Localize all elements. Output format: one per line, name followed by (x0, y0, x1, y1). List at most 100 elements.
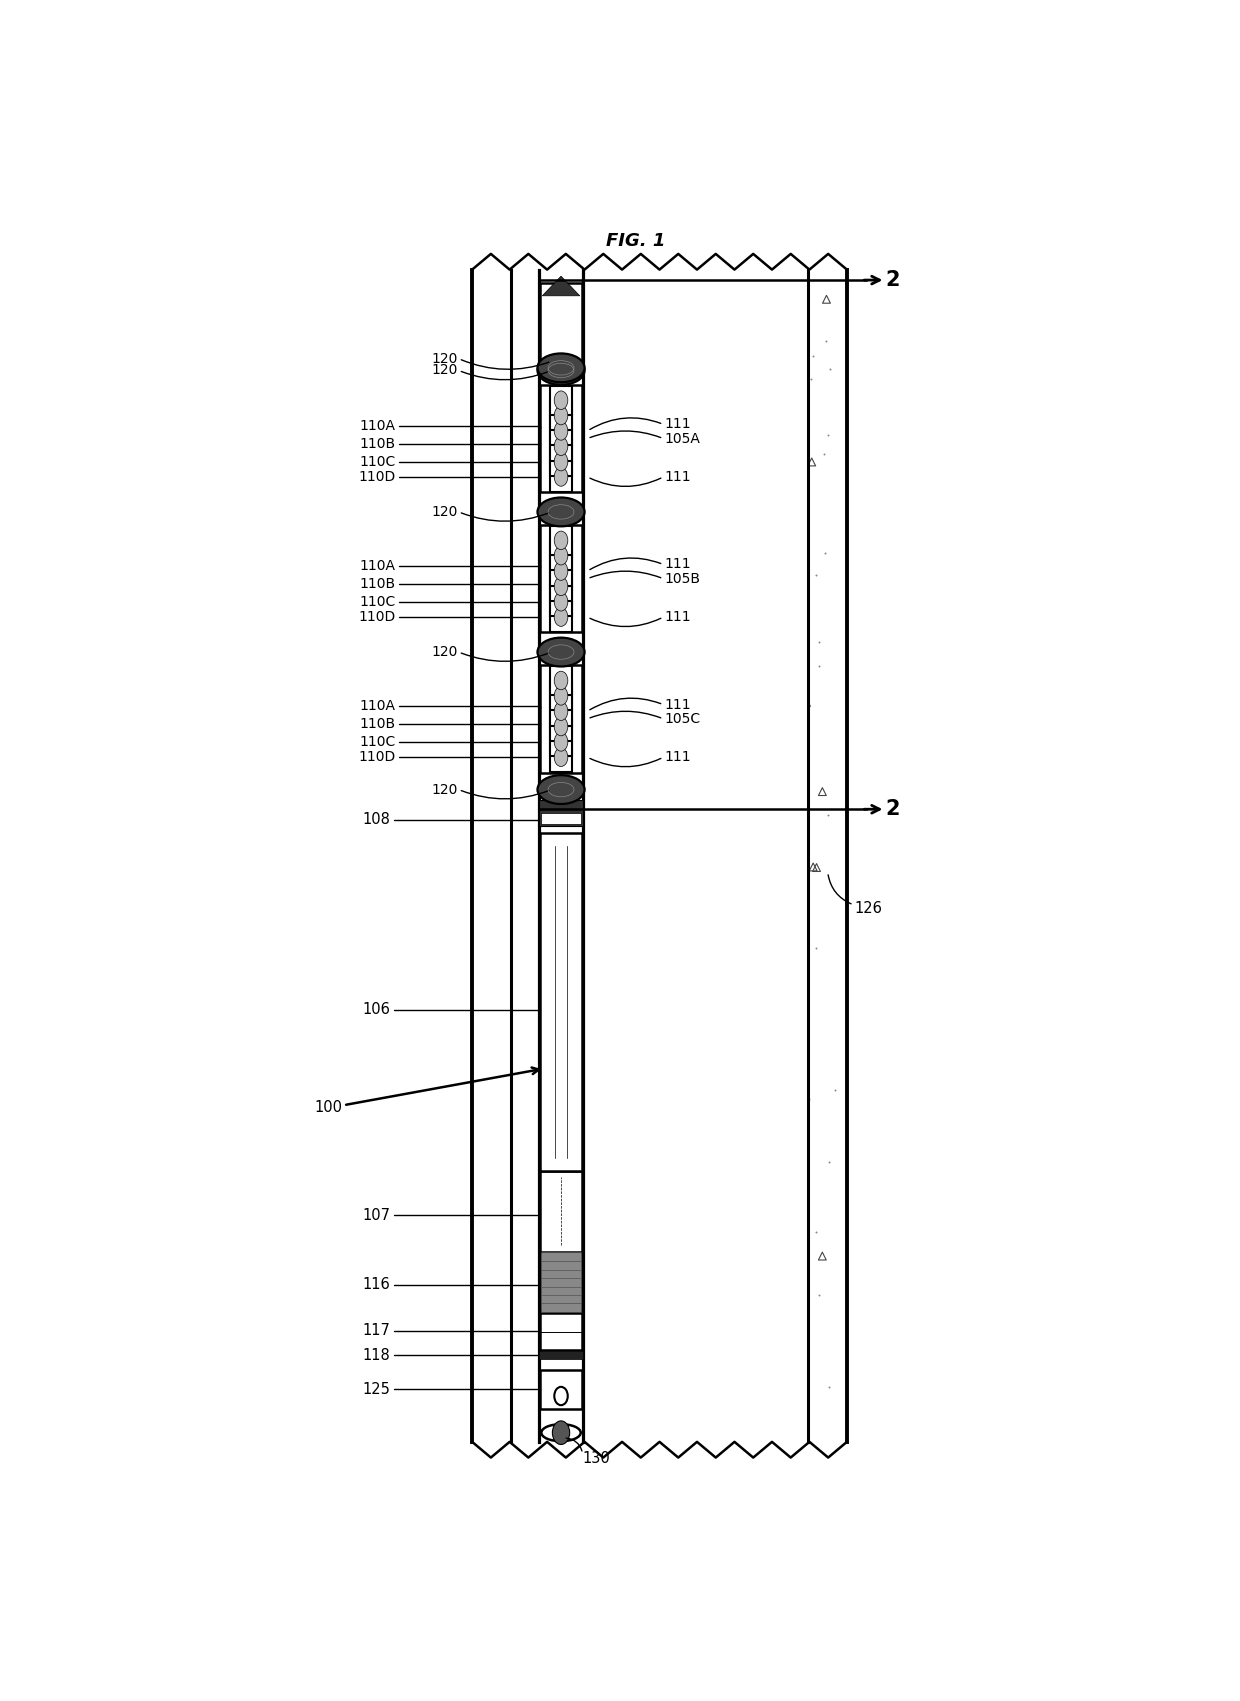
Text: 110C: 110C (360, 454, 396, 468)
Point (573, 772, 593, 799)
Point (727, 1374, 746, 1402)
Point (634, 1148, 653, 1175)
Text: 126: 126 (854, 902, 883, 917)
Text: 111: 111 (665, 611, 691, 624)
Circle shape (554, 437, 568, 456)
Point (708, 434, 728, 461)
Text: 110D: 110D (358, 469, 396, 483)
Text: 120: 120 (432, 645, 458, 658)
Point (729, 777, 749, 805)
Point (722, 930, 742, 958)
Point (806, 471, 826, 498)
Point (764, 970, 784, 997)
Point (569, 953, 589, 980)
Point (579, 1279, 599, 1306)
Point (620, 1310, 640, 1337)
Point (564, 407, 584, 434)
Point (577, 549, 596, 577)
Point (624, 1398, 644, 1425)
Point (732, 325, 751, 352)
Ellipse shape (537, 354, 584, 383)
Point (580, 335, 600, 362)
Point (714, 437, 734, 464)
Point (580, 342, 600, 369)
Point (777, 1150, 797, 1177)
Point (816, 1152, 836, 1179)
Point (804, 837, 823, 864)
Point (796, 1002, 816, 1029)
Point (639, 781, 658, 808)
Point (712, 439, 732, 466)
Point (702, 548, 722, 575)
Text: 110D: 110D (358, 750, 396, 764)
Point (796, 801, 816, 828)
Point (671, 1118, 691, 1145)
Point (646, 1407, 666, 1434)
Point (779, 1303, 799, 1330)
Text: 2: 2 (885, 799, 900, 820)
Point (812, 449, 832, 476)
Point (632, 1397, 652, 1424)
Point (676, 885, 696, 912)
Point (661, 847, 681, 874)
Point (785, 1335, 805, 1363)
Bar (542, 1260, 580, 1271)
Point (630, 412, 650, 439)
Point (730, 1194, 750, 1221)
Point (684, 1194, 704, 1221)
Point (580, 566, 600, 594)
Point (732, 958, 751, 985)
Point (703, 733, 723, 760)
Point (707, 1160, 727, 1187)
Point (657, 1044, 677, 1072)
Circle shape (554, 733, 568, 752)
Point (667, 1345, 687, 1373)
Point (763, 1027, 782, 1055)
Point (724, 663, 744, 691)
Point (577, 418, 596, 446)
Point (647, 600, 667, 628)
Circle shape (554, 577, 568, 595)
Point (779, 1332, 799, 1359)
Point (676, 396, 696, 424)
Point (563, 1194, 583, 1221)
Point (739, 1186, 759, 1213)
Point (646, 560, 666, 587)
Point (598, 507, 618, 534)
Bar (542, 1269, 580, 1277)
Point (584, 704, 604, 731)
Point (771, 466, 791, 493)
Point (622, 452, 642, 480)
Point (665, 789, 684, 816)
Point (615, 1420, 635, 1448)
Point (699, 636, 719, 663)
Circle shape (554, 592, 568, 611)
Point (620, 1349, 640, 1376)
Point (595, 910, 615, 937)
Point (786, 726, 806, 754)
Point (777, 515, 797, 543)
Point (766, 912, 786, 939)
Point (775, 1269, 795, 1296)
Ellipse shape (537, 776, 584, 805)
Text: 2: 2 (885, 270, 900, 291)
Bar (542, 1252, 580, 1262)
Point (707, 949, 727, 976)
Point (686, 1019, 706, 1046)
Circle shape (554, 687, 568, 706)
Circle shape (554, 672, 568, 691)
Text: 110A: 110A (360, 699, 396, 713)
Point (796, 885, 816, 912)
Circle shape (554, 452, 568, 471)
Point (722, 912, 742, 939)
Point (552, 748, 572, 776)
Bar (542, 813, 580, 823)
Point (609, 1021, 629, 1048)
Point (577, 1211, 596, 1238)
Point (622, 1005, 642, 1033)
Point (588, 866, 608, 893)
Point (683, 282, 703, 310)
Point (560, 789, 580, 816)
Bar (541, 1252, 582, 1311)
Point (558, 667, 578, 694)
